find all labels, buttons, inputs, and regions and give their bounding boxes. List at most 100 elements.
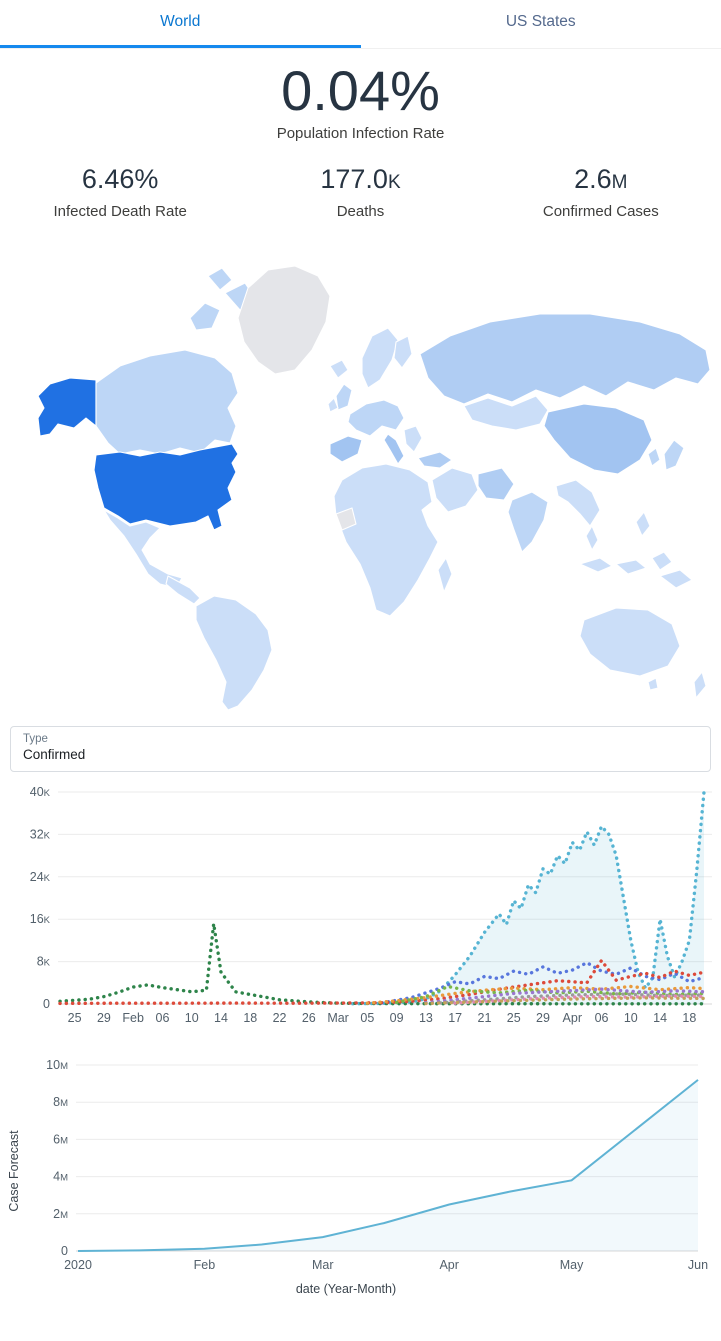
map-region-se-asia[interactable] <box>555 479 601 527</box>
type-filter-label: Type <box>23 733 48 746</box>
svg-text:2020: 2020 <box>64 1258 92 1272</box>
kpi-value: 177.0 <box>320 164 388 195</box>
svg-text:18: 18 <box>682 1011 696 1025</box>
svg-text:14: 14 <box>653 1011 667 1025</box>
svg-text:Feb: Feb <box>194 1258 216 1272</box>
svg-text:09: 09 <box>390 1011 404 1025</box>
y-axis-label: Case Forecast <box>7 1130 21 1212</box>
map-region-tasmania[interactable] <box>647 677 659 691</box>
map-region-turkey[interactable] <box>417 451 453 469</box>
svg-text:05: 05 <box>360 1011 374 1025</box>
map-region-india[interactable] <box>507 491 549 553</box>
kpi-label: Infected Death Rate <box>53 203 187 221</box>
map-region-indonesia-3[interactable] <box>651 551 673 571</box>
svg-text:8K: 8K <box>37 955 51 969</box>
svg-text:29: 29 <box>97 1011 111 1025</box>
svg-text:26: 26 <box>302 1011 316 1025</box>
map-region-central-america[interactable] <box>165 575 201 605</box>
svg-text:4M: 4M <box>53 1170 68 1184</box>
x-axis-label: date (Year-Month) <box>296 1282 396 1296</box>
kpi-value: 6.46% <box>81 164 159 195</box>
daily-cases-chart[interactable]: 0 8K 16K 24K 32K 40K 25 29 Feb 06 10 14 18 22 26 Mar 05 0… <box>0 782 721 1039</box>
map-region-greenland[interactable] <box>237 265 331 375</box>
svg-text:25: 25 <box>68 1011 82 1025</box>
svg-text:25: 25 <box>507 1011 521 1025</box>
map-region-china[interactable] <box>543 403 653 475</box>
population-infection-rate-metric: 0.04% Population Infection Rate <box>0 59 721 142</box>
svg-text:Apr: Apr <box>563 1011 582 1025</box>
svg-text:22: 22 <box>273 1011 287 1025</box>
svg-text:21: 21 <box>478 1011 492 1025</box>
map-region-balkans[interactable] <box>403 425 423 453</box>
map-region-scandinavia[interactable] <box>361 327 399 389</box>
svg-text:0: 0 <box>43 997 50 1011</box>
svg-text:13: 13 <box>419 1011 433 1025</box>
map-region-finland[interactable] <box>393 335 413 369</box>
svg-text:29: 29 <box>536 1011 550 1025</box>
map-region-ireland[interactable] <box>327 397 339 413</box>
svg-text:Jun: Jun <box>688 1258 708 1272</box>
map-region-central-asia[interactable] <box>463 395 549 431</box>
population-infection-rate-value: 0.04% <box>281 59 440 122</box>
svg-text:14: 14 <box>214 1011 228 1025</box>
map-region-new-guinea[interactable] <box>659 569 693 589</box>
map-region-japan[interactable] <box>663 439 685 471</box>
map-region-arctic-island-3[interactable] <box>207 267 233 291</box>
map-region-alaska[interactable] <box>37 377 97 437</box>
map-region-central-europe[interactable] <box>347 399 405 437</box>
map-region-australia[interactable] <box>579 607 681 677</box>
map-region-middle-east[interactable] <box>431 467 479 513</box>
map-region-madagascar[interactable] <box>437 557 453 593</box>
map-region-south-america[interactable] <box>195 595 273 711</box>
map-region-russia[interactable] <box>419 313 711 405</box>
svg-text:May: May <box>560 1258 584 1272</box>
map-region-philippines[interactable] <box>635 511 651 537</box>
svg-text:6M: 6M <box>53 1133 68 1147</box>
svg-text:0: 0 <box>61 1244 68 1258</box>
world-map-chart[interactable] <box>0 258 721 718</box>
kpi-deaths: 177.0K Deaths <box>240 164 480 220</box>
map-region-iceland[interactable] <box>329 359 349 379</box>
kpi-suffix: K <box>387 172 401 194</box>
map-region-spain[interactable] <box>329 435 363 463</box>
map-region-uk[interactable] <box>335 383 353 411</box>
tab-world[interactable]: World <box>0 0 361 48</box>
svg-text:Mar: Mar <box>327 1011 349 1025</box>
svg-text:24K: 24K <box>30 870 51 884</box>
svg-text:17: 17 <box>448 1011 462 1025</box>
svg-text:Feb: Feb <box>122 1011 144 1025</box>
type-filter[interactable]: Type Confirmed <box>10 726 711 773</box>
map-region-korea[interactable] <box>647 447 661 467</box>
svg-text:8M: 8M <box>53 1096 68 1110</box>
map-region-canada[interactable] <box>95 349 239 455</box>
svg-text:Mar: Mar <box>312 1258 334 1272</box>
tab-us-states[interactable]: US States <box>505 13 576 30</box>
svg-text:10M: 10M <box>46 1058 68 1072</box>
map-region-united-states[interactable] <box>93 443 239 531</box>
kpi-confirmed-cases: 2.6M Confirmed Cases <box>481 164 721 220</box>
view-tabs: World US States <box>0 0 721 49</box>
map-region-italy[interactable] <box>383 433 405 465</box>
map-region-indonesia-1[interactable] <box>579 557 613 573</box>
svg-text:16K: 16K <box>30 913 51 927</box>
svg-text:06: 06 <box>156 1011 170 1025</box>
svg-text:40K: 40K <box>30 785 51 799</box>
population-infection-rate-label: Population Infection Rate <box>276 125 445 143</box>
map-region-indonesia-2[interactable] <box>615 559 647 575</box>
kpi-label: Confirmed Cases <box>542 203 659 221</box>
case-forecast-chart[interactable]: 0 2M 4M 6M 8M 10M 2020 Feb Mar Apr May Jun Case Fore… <box>0 1051 721 1314</box>
kpi-label: Deaths <box>336 203 385 221</box>
world-map-svg <box>37 265 711 711</box>
svg-text:Apr: Apr <box>439 1258 458 1272</box>
svg-text:10: 10 <box>624 1011 638 1025</box>
map-region-iran[interactable] <box>477 467 515 501</box>
map-region-mexico[interactable] <box>103 509 183 589</box>
kpi-suffix: M <box>611 172 628 194</box>
svg-text:18: 18 <box>243 1011 257 1025</box>
kpi-row: 6.46% Infected Death Rate 177.0K Deaths … <box>0 164 721 220</box>
map-region-malay[interactable] <box>585 525 599 551</box>
map-region-nw-africa[interactable] <box>335 507 357 531</box>
map-region-africa[interactable] <box>333 463 439 617</box>
map-region-new-zealand[interactable] <box>693 671 707 699</box>
map-region-arctic-island-1[interactable] <box>189 302 221 331</box>
